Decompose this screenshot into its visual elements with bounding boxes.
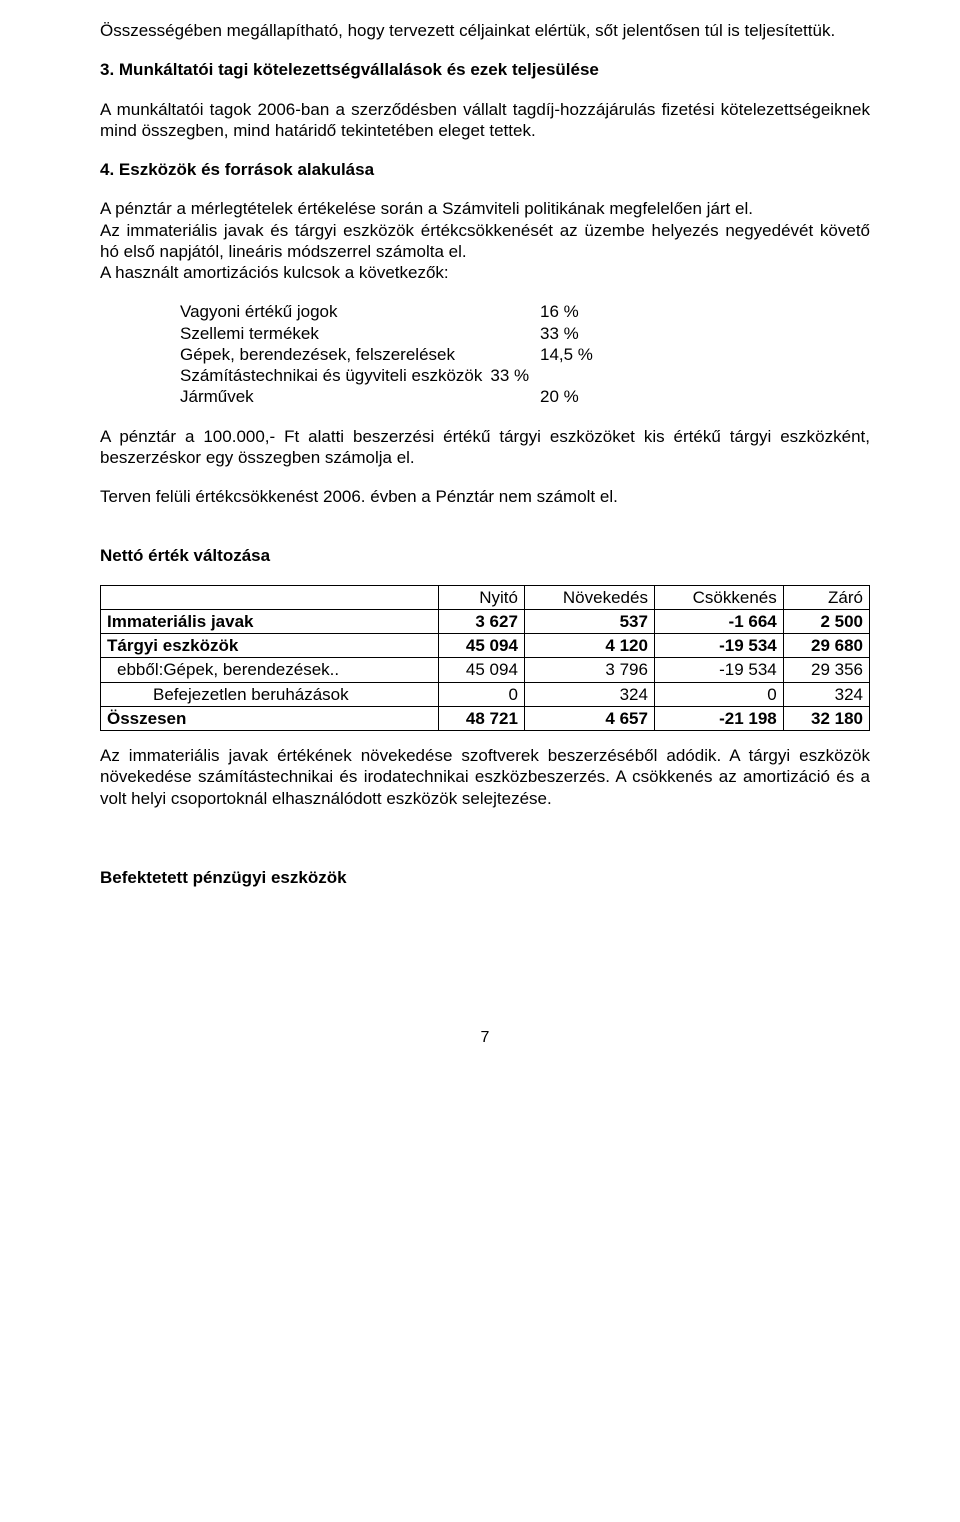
table-header-cell: Záró bbox=[783, 585, 869, 609]
table-cell: 45 094 bbox=[438, 634, 524, 658]
table-cell: 29 680 bbox=[783, 634, 869, 658]
table-cell-label: Tárgyi eszközök bbox=[101, 634, 439, 658]
list-item-value: 14,5 % bbox=[540, 344, 593, 365]
list-item-label: Járművek bbox=[180, 386, 540, 407]
table-cell: 537 bbox=[524, 609, 654, 633]
list-item-label: Számítástechnikai és ügyviteli eszközök bbox=[180, 365, 490, 386]
table-header-row: Nyitó Növekedés Csökkenés Záró bbox=[101, 585, 870, 609]
list-item-value: 16 % bbox=[540, 301, 579, 322]
table-cell-label: Befejezetlen beruházások bbox=[101, 682, 439, 706]
heading-section-3: 3. Munkáltatói tagi kötelezettségvállalá… bbox=[100, 59, 870, 80]
table-cell: 0 bbox=[654, 682, 783, 706]
table-cell: 0 bbox=[438, 682, 524, 706]
table-cell-label: Összesen bbox=[101, 706, 439, 730]
net-value-table: Nyitó Növekedés Csökkenés Záró Immateriá… bbox=[100, 585, 870, 732]
table-header-cell: Növekedés bbox=[524, 585, 654, 609]
table-cell: 32 180 bbox=[783, 706, 869, 730]
list-item: Járművek 20 % bbox=[180, 386, 870, 407]
table-cell: 29 356 bbox=[783, 658, 869, 682]
table-cell: 324 bbox=[524, 682, 654, 706]
list-item: Számítástechnikai és ügyviteli eszközök … bbox=[180, 365, 870, 386]
paragraph-section-3-body: A munkáltatói tagok 2006-ban a szerződés… bbox=[100, 99, 870, 142]
text-line: Az immateriális javak és tárgyi eszközök… bbox=[100, 220, 870, 263]
table-cell: -1 664 bbox=[654, 609, 783, 633]
table-header-cell: Csökkenés bbox=[654, 585, 783, 609]
list-item: Vagyoni értékű jogok 16 % bbox=[180, 301, 870, 322]
table-cell-label: Immateriális javak bbox=[101, 609, 439, 633]
paragraph-overview: Összességében megállapítható, hogy terve… bbox=[100, 20, 870, 41]
list-item-value: 33 % bbox=[540, 323, 579, 344]
list-item-value: 20 % bbox=[540, 386, 579, 407]
paragraph-small-assets: A pénztár a 100.000,- Ft alatti beszerzé… bbox=[100, 426, 870, 469]
page-number: 7 bbox=[100, 1028, 870, 1048]
table-cell: 48 721 bbox=[438, 706, 524, 730]
table-row: ebből:Gépek, berendezések.. 45 094 3 796… bbox=[101, 658, 870, 682]
table-cell: 3 796 bbox=[524, 658, 654, 682]
table-cell: 4 120 bbox=[524, 634, 654, 658]
table-cell: -21 198 bbox=[654, 706, 783, 730]
list-item-value: 33 % bbox=[490, 365, 529, 386]
table-cell-label: ebből:Gépek, berendezések.. bbox=[101, 658, 439, 682]
table-cell: -19 534 bbox=[654, 634, 783, 658]
table-cell: 324 bbox=[783, 682, 869, 706]
table-header-cell bbox=[101, 585, 439, 609]
table-row: Befejezetlen beruházások 0 324 0 324 bbox=[101, 682, 870, 706]
list-item-label: Szellemi termékek bbox=[180, 323, 540, 344]
text-line: A használt amortizációs kulcsok a követk… bbox=[100, 262, 870, 283]
heading-net-value-change: Nettó érték változása bbox=[100, 545, 870, 566]
table-cell: 3 627 bbox=[438, 609, 524, 633]
table-cell: 2 500 bbox=[783, 609, 869, 633]
table-row: Tárgyi eszközök 45 094 4 120 -19 534 29 … bbox=[101, 634, 870, 658]
table-cell: -19 534 bbox=[654, 658, 783, 682]
table-row-total: Összesen 48 721 4 657 -21 198 32 180 bbox=[101, 706, 870, 730]
table-cell: 4 657 bbox=[524, 706, 654, 730]
paragraph-section-4-intro: A pénztár a mérlegtételek értékelése sor… bbox=[100, 198, 870, 283]
heading-section-4: 4. Eszközök és források alakulása bbox=[100, 159, 870, 180]
table-row: Immateriális javak 3 627 537 -1 664 2 50… bbox=[101, 609, 870, 633]
amortization-rates-list: Vagyoni értékű jogok 16 % Szellemi termé… bbox=[180, 301, 870, 407]
table-cell: 45 094 bbox=[438, 658, 524, 682]
list-item: Szellemi termékek 33 % bbox=[180, 323, 870, 344]
text-line: A pénztár a mérlegtételek értékelése sor… bbox=[100, 198, 870, 219]
heading-invested-financial-assets: Befektetett pénzügyi eszközök bbox=[100, 867, 870, 888]
list-item-label: Vagyoni értékű jogok bbox=[180, 301, 540, 322]
paragraph-no-extra-depreciation: Terven felüli értékcsökkenést 2006. évbe… bbox=[100, 486, 870, 507]
list-item: Gépek, berendezések, felszerelések 14,5 … bbox=[180, 344, 870, 365]
list-item-label: Gépek, berendezések, felszerelések bbox=[180, 344, 540, 365]
table-header-cell: Nyitó bbox=[438, 585, 524, 609]
paragraph-table-explanation: Az immateriális javak értékének növekedé… bbox=[100, 745, 870, 809]
